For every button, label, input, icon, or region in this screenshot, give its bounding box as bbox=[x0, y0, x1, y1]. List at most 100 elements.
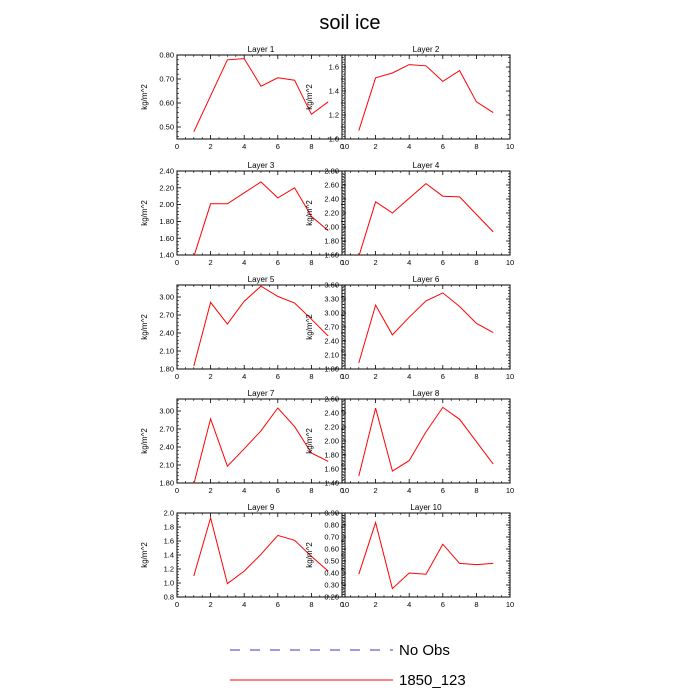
panel-layer-7: Layer 7 kg/m^2 0 2 4 6 8 10 1.80 2.10 2.40 2.70 3.00 bbox=[140, 389, 349, 495]
x-tick-label: 0 bbox=[340, 142, 344, 151]
y-tick-label: 2.10 bbox=[324, 351, 339, 360]
y-tick-label: 2.20 bbox=[324, 423, 339, 432]
x-tick-label: 8 bbox=[309, 142, 313, 151]
y-tick-label: 0.60 bbox=[324, 545, 339, 554]
panel-title: Layer 3 bbox=[248, 161, 275, 170]
x-tick-label: 2 bbox=[209, 486, 213, 495]
plot-frame bbox=[341, 512, 511, 598]
panel-layer-9: Layer 9 kg/m^2 0 2 4 6 8 10 0.8 1.0 1.2 1.4 1.6 1.8 2.… bbox=[140, 503, 349, 609]
plot-frame bbox=[176, 170, 346, 256]
x-tick-label: 8 bbox=[309, 258, 313, 267]
y-tick-label: 2.80 bbox=[324, 167, 339, 176]
panel-title: Layer 4 bbox=[413, 161, 440, 170]
y-tick-label: 1.4 bbox=[164, 551, 174, 560]
panel-title: Layer 6 bbox=[413, 275, 440, 284]
x-tick-label: 4 bbox=[242, 142, 246, 151]
y-tick-label: 2.60 bbox=[324, 395, 339, 404]
x-tick-label: 4 bbox=[242, 258, 246, 267]
x-tick-label: 6 bbox=[441, 142, 445, 151]
panel-title: Layer 2 bbox=[413, 45, 440, 54]
series-line-1850-123 bbox=[358, 64, 494, 131]
y-tick-label: 2.70 bbox=[324, 323, 339, 332]
y-tick-label: 3.60 bbox=[324, 281, 339, 290]
y-tick-label: 1.40 bbox=[324, 479, 339, 488]
x-tick-label: 0 bbox=[340, 600, 344, 609]
y-tick-label: 2.00 bbox=[324, 437, 339, 446]
x-tick-label: 4 bbox=[407, 600, 411, 609]
plot-frame bbox=[341, 170, 511, 256]
x-tick-label: 8 bbox=[309, 600, 313, 609]
panel-title: Layer 8 bbox=[413, 389, 440, 398]
x-tick-label: 2 bbox=[374, 142, 378, 151]
y-axis-label: kg/m^2 bbox=[140, 428, 149, 454]
y-tick-label: 2.40 bbox=[159, 329, 174, 338]
y-axis-label: kg/m^2 bbox=[305, 314, 314, 340]
x-tick-label: 2 bbox=[209, 142, 213, 151]
x-tick-label: 2 bbox=[374, 600, 378, 609]
x-tick-label: 2 bbox=[374, 258, 378, 267]
panel-layer-1: Layer 1 kg/m^2 0 2 4 6 8 10 0.50 0.60 0.70 0.80 bbox=[140, 45, 349, 151]
figure-title: soil ice bbox=[319, 12, 380, 34]
x-tick-label: 4 bbox=[242, 486, 246, 495]
y-tick-label: 0.80 bbox=[324, 521, 339, 530]
y-tick-label: 0.70 bbox=[324, 533, 339, 542]
panel-title: Layer 5 bbox=[248, 275, 275, 284]
x-tick-label: 2 bbox=[209, 258, 213, 267]
x-tick-label: 10 bbox=[506, 142, 514, 151]
series-line-1850-123 bbox=[193, 285, 329, 367]
x-tick-label: 8 bbox=[474, 372, 478, 381]
x-tick-label: 8 bbox=[309, 372, 313, 381]
y-axis-label: kg/m^2 bbox=[140, 200, 149, 226]
x-tick-label: 4 bbox=[242, 600, 246, 609]
x-tick-label: 0 bbox=[175, 142, 179, 151]
x-tick-label: 10 bbox=[341, 600, 349, 609]
x-tick-label: 0 bbox=[340, 258, 344, 267]
y-tick-label: 1.4 bbox=[329, 87, 339, 96]
x-tick-label: 2 bbox=[374, 486, 378, 495]
panel-layer-8: Layer 8kg/m^20 2 4 6 8 101.401.601.802.002.20… bbox=[305, 389, 514, 495]
x-tick-label: 6 bbox=[441, 258, 445, 267]
y-tick-label: 1.80 bbox=[324, 451, 339, 460]
y-tick-label: 0.8 bbox=[164, 593, 174, 602]
y-tick-label: 2.10 bbox=[159, 347, 174, 356]
series-line-1850-123 bbox=[193, 181, 329, 255]
x-tick-label: 4 bbox=[242, 372, 246, 381]
x-tick-label: 0 bbox=[340, 372, 344, 381]
x-tick-label: 6 bbox=[276, 258, 280, 267]
y-tick-label: 3.00 bbox=[159, 293, 174, 302]
x-tick-label: 10 bbox=[341, 258, 349, 267]
y-tick-label: 2.40 bbox=[324, 409, 339, 418]
x-tick-label: 6 bbox=[276, 600, 280, 609]
x-tick-label: 10 bbox=[506, 600, 514, 609]
y-tick-label: 2.40 bbox=[324, 195, 339, 204]
x-tick-label: 2 bbox=[209, 600, 213, 609]
panel-title: Layer 10 bbox=[410, 503, 442, 512]
y-tick-label: 1.2 bbox=[164, 565, 174, 574]
x-tick-label: 10 bbox=[341, 142, 349, 151]
plot-frame bbox=[176, 54, 346, 140]
series-line-1850-123 bbox=[193, 407, 329, 483]
x-tick-label: 2 bbox=[209, 372, 213, 381]
series-line-1850-123 bbox=[193, 58, 329, 133]
y-tick-label: 2.70 bbox=[159, 311, 174, 320]
x-tick-label: 6 bbox=[276, 142, 280, 151]
y-axis-label: kg/m^2 bbox=[140, 542, 149, 568]
y-tick-label: 1.0 bbox=[164, 579, 174, 588]
series-line-1850-123 bbox=[193, 515, 329, 585]
legend-label-no-obs: No Obs bbox=[399, 642, 450, 659]
y-tick-label: 2.0 bbox=[164, 509, 174, 518]
x-tick-label: 10 bbox=[506, 258, 514, 267]
y-tick-label: 1.60 bbox=[159, 234, 174, 243]
x-tick-label: 10 bbox=[506, 372, 514, 381]
y-tick-label: 2.70 bbox=[159, 425, 174, 434]
x-tick-label: 8 bbox=[309, 486, 313, 495]
y-tick-label: 1.6 bbox=[329, 63, 339, 72]
x-tick-label: 6 bbox=[441, 372, 445, 381]
panel-title: Layer 9 bbox=[248, 503, 275, 512]
x-tick-label: 6 bbox=[276, 486, 280, 495]
y-tick-label: 2.20 bbox=[324, 209, 339, 218]
y-tick-label: 0.80 bbox=[159, 51, 174, 60]
panel-layer-4: Layer 4kg/m^20 2 4 6 8 101.601.802.002.202.40… bbox=[305, 161, 514, 267]
y-axis-label: kg/m^2 bbox=[140, 84, 149, 110]
